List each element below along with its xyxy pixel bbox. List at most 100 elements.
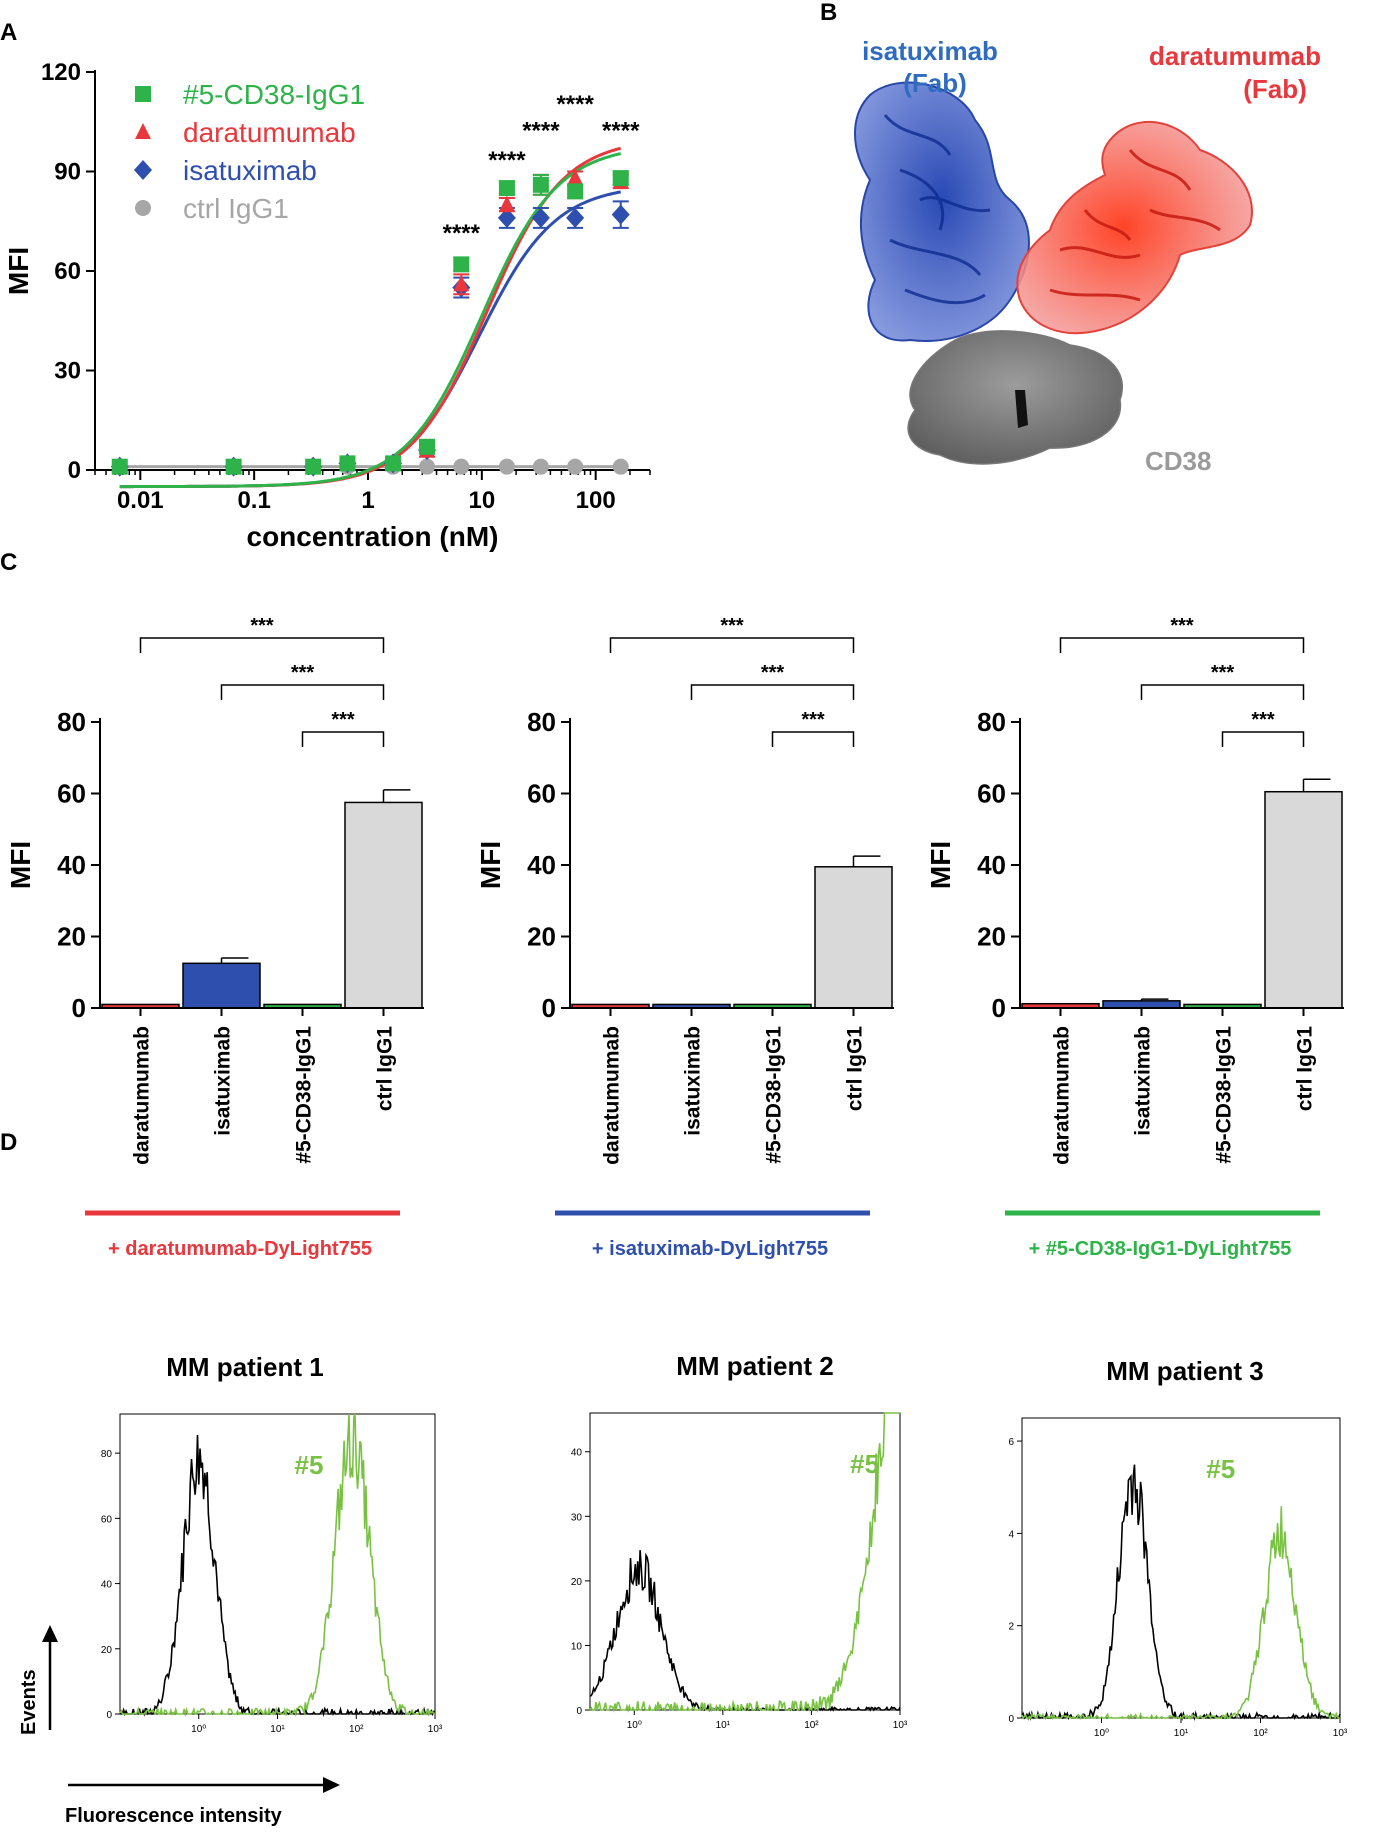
panel-d-histogram-3: MM patient 3 0 2 4 6 10⁰ 10¹ 10² 10³ #5 xyxy=(1008,1356,1347,1739)
panel-c-bar-chart-1: 0 20 40 60 80 MFI daratumumab isatuximab #5-CD38… xyxy=(5,615,424,1260)
x-tick-label: ctrl IgG1 xyxy=(374,1026,397,1112)
significance-bracket xyxy=(220,684,385,700)
data-point-diamond xyxy=(497,207,516,228)
y-tick-label: 40 xyxy=(977,850,1006,880)
data-point-circle xyxy=(453,458,470,475)
y-tick-label: 30 xyxy=(571,1512,583,1523)
events-arrow-label: Events xyxy=(18,1669,40,1735)
significance-annotation: **** xyxy=(443,220,481,247)
x-tick-label: 1 xyxy=(361,487,374,514)
y-tick-label: 0 xyxy=(992,993,1006,1023)
y-axis-label: MFI xyxy=(925,841,956,889)
fluorescence-arrow-label: Fluorescence intensity xyxy=(65,1805,283,1827)
histogram-trace--5 xyxy=(1021,1506,1340,1721)
data-point-square xyxy=(498,180,515,197)
x-tick-label: #5-CD38-IgG1 xyxy=(293,1026,316,1164)
x-tick-label: 10³ xyxy=(428,1724,443,1735)
bar-gray xyxy=(1264,790,1343,1009)
data-point-square xyxy=(419,438,436,455)
histogram-title: MM patient 1 xyxy=(166,1352,323,1382)
x-tick-label: 10³ xyxy=(1333,1728,1348,1739)
data-point-square xyxy=(612,170,629,187)
data-point-diamond xyxy=(566,207,585,228)
y-tick-label: 60 xyxy=(54,258,81,285)
significance-stars: *** xyxy=(761,662,785,684)
y-tick-label: 60 xyxy=(527,779,556,809)
cd38-structure xyxy=(907,330,1123,465)
x-tick-label: 100 xyxy=(576,487,616,514)
group-label: + daratumumab-DyLight755 xyxy=(108,1238,372,1260)
histogram-trace-control xyxy=(119,1434,435,1717)
data-point-circle xyxy=(612,458,629,475)
significance-bracket xyxy=(771,731,855,747)
y-tick-label: 90 xyxy=(54,159,81,186)
significance-stars: *** xyxy=(1170,615,1194,637)
y-tick-label: 80 xyxy=(527,707,556,737)
y-tick-label: 0 xyxy=(106,1710,112,1721)
significance-stars: *** xyxy=(1211,662,1235,684)
x-tick-label: #5-CD38-IgG1 xyxy=(763,1026,786,1164)
x-tick-label: 10¹ xyxy=(1174,1728,1189,1739)
histogram-annotation: #5 xyxy=(1206,1454,1235,1484)
significance-bracket xyxy=(301,731,385,747)
x-tick-label: isatuximab xyxy=(212,1026,235,1136)
legend-marker-square xyxy=(135,86,151,102)
daratumumab-fab-structure xyxy=(1016,120,1253,335)
data-point-diamond xyxy=(531,207,550,228)
significance-stars: *** xyxy=(720,615,744,637)
legend-label: #5-CD38-IgG1 xyxy=(183,79,365,110)
x-tick-label: 10⁰ xyxy=(1094,1728,1109,1739)
y-tick-label: 20 xyxy=(527,922,556,952)
data-point-square xyxy=(111,458,128,475)
daratumumab-fab-label-line1: daratumumab xyxy=(1149,41,1321,71)
y-tick-label: 0 xyxy=(542,993,556,1023)
significance-bracket xyxy=(1059,637,1305,653)
panel-a-dose-response-chart: 0 30 60 90 120 0.01 0.1 1 10 100 concentration (nM… xyxy=(3,59,651,552)
x-tick-label: 10³ xyxy=(893,1720,908,1731)
y-tick-label: 40 xyxy=(101,1580,113,1591)
panel-label-c: C xyxy=(0,549,17,576)
panel-label-b: B xyxy=(820,0,837,26)
x-tick-label: isatuximab xyxy=(682,1026,705,1136)
data-point-diamond xyxy=(611,204,630,225)
significance-annotation: **** xyxy=(522,117,560,144)
y-tick-label: 20 xyxy=(571,1577,583,1588)
data-point-square xyxy=(453,256,470,273)
panel-label-a: A xyxy=(0,19,17,46)
panel-b-structure-illustration: isatuximab (Fab) daratumumab (Fab) CD38 xyxy=(854,36,1321,476)
y-tick-label: 80 xyxy=(101,1449,113,1460)
histogram-title: MM patient 2 xyxy=(676,1351,833,1381)
x-axis-label: concentration (nM) xyxy=(247,521,499,552)
x-tick-label: 10⁰ xyxy=(627,1720,642,1731)
significance-stars: *** xyxy=(291,662,315,684)
isatuximab-fab-structure xyxy=(854,81,1030,342)
fit-curve-isatuximab xyxy=(119,190,621,489)
data-point-square xyxy=(567,183,584,200)
legend-marker-triangle xyxy=(135,123,151,139)
isatuximab-fab-label-line2: (Fab) xyxy=(903,68,967,98)
x-tick-label: 10¹ xyxy=(716,1720,731,1731)
y-tick-label: 0 xyxy=(1008,1714,1014,1725)
y-axis-label: MFI xyxy=(5,841,36,889)
data-point-circle xyxy=(532,458,549,475)
fit-curve--5-cd38-igg1 xyxy=(119,152,622,489)
y-tick-label: 20 xyxy=(101,1645,113,1656)
significance-stars: *** xyxy=(801,709,825,731)
x-tick-label: 10² xyxy=(349,1724,364,1735)
significance-annotation: **** xyxy=(488,147,526,174)
x-tick-label: daratumumab xyxy=(1051,1026,1074,1165)
x-tick-label: ctrl IgG1 xyxy=(844,1026,867,1112)
significance-stars: *** xyxy=(331,709,355,731)
y-tick-label: 80 xyxy=(977,707,1006,737)
x-tick-label: 10⁰ xyxy=(191,1724,206,1735)
histogram-trace--5 xyxy=(589,1412,900,1713)
y-tick-label: 20 xyxy=(977,922,1006,952)
y-tick-label: 4 xyxy=(1008,1529,1014,1540)
cd38-label: CD38 xyxy=(1145,446,1211,476)
group-label: + #5-CD38-IgG1-DyLight755 xyxy=(1029,1238,1292,1260)
data-point-circle xyxy=(567,458,584,475)
data-point-square xyxy=(532,176,549,193)
x-tick-label: 0.1 xyxy=(237,487,270,514)
y-tick-label: 0 xyxy=(576,1706,582,1717)
